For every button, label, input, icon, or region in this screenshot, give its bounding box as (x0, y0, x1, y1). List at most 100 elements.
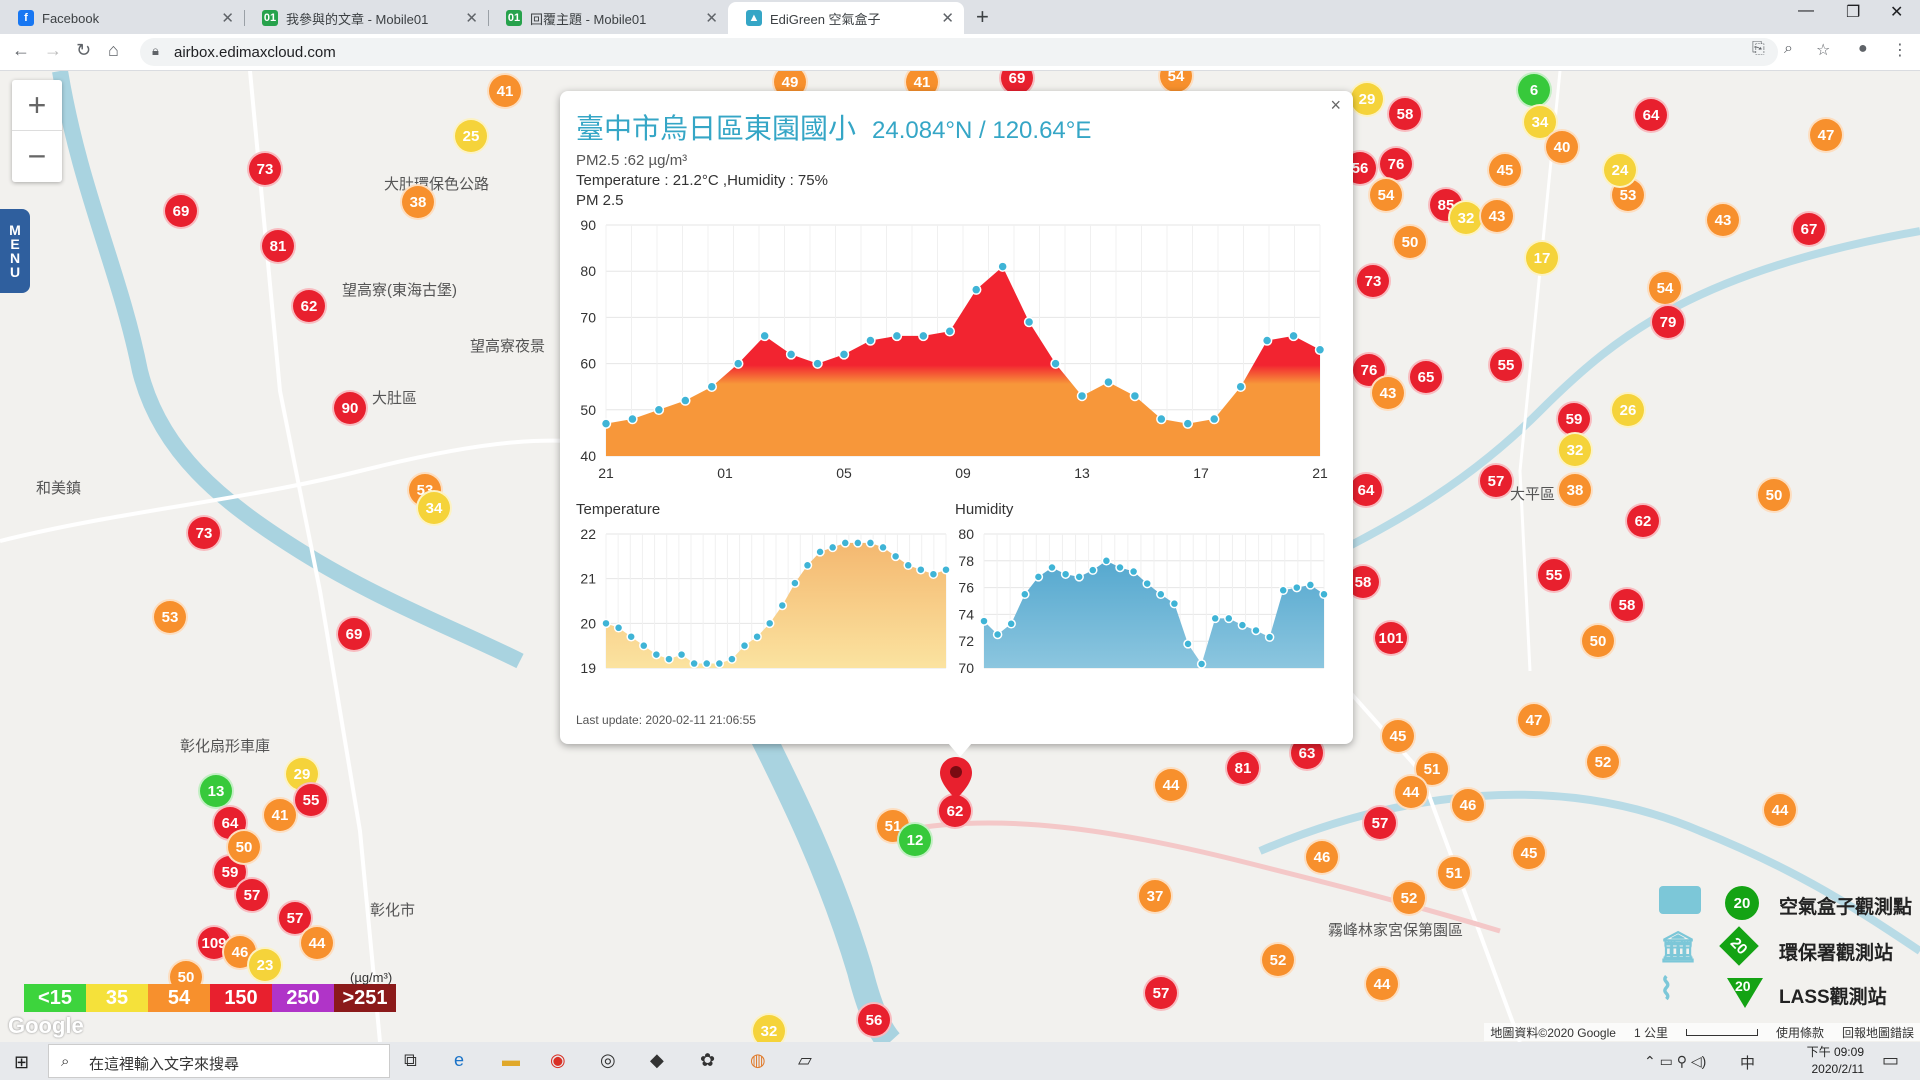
sensor-marker[interactable]: 73 (1355, 263, 1391, 299)
sensor-marker[interactable]: 58 (1609, 587, 1645, 623)
sensor-marker[interactable]: 62 (1625, 503, 1661, 539)
data-point[interactable] (1020, 589, 1030, 600)
tab-mobile01-reply[interactable]: 01 回覆主題 - Mobile01 ✕ (488, 2, 728, 34)
data-point[interactable] (1292, 582, 1302, 593)
data-point[interactable] (664, 654, 674, 664)
data-point[interactable] (812, 358, 823, 369)
sensor-marker[interactable]: 26 (1610, 392, 1646, 428)
sensor-marker[interactable]: 53 (152, 599, 188, 635)
data-point[interactable] (865, 335, 876, 346)
back-arrow-icon[interactable]: ← (12, 40, 30, 60)
terms-link[interactable]: 使用條款 (1775, 1025, 1824, 1040)
sensor-marker[interactable]: 50 (1580, 623, 1616, 659)
sensor-marker[interactable]: 50 (1392, 224, 1428, 260)
data-point[interactable] (1088, 565, 1098, 575)
sensor-marker[interactable]: 41 (487, 73, 523, 109)
data-point[interactable] (653, 404, 665, 416)
data-point[interactable] (1033, 572, 1044, 582)
sensor-marker[interactable]: 44 (1364, 966, 1400, 1002)
windows-start-icon[interactable]: ⊞ (14, 1052, 30, 1072)
sensor-marker[interactable]: 62 (291, 288, 327, 324)
taskbar-clock[interactable]: 下午 09:09 2020/2/11 (1807, 1044, 1864, 1078)
sensor-marker[interactable]: 62 (937, 793, 973, 829)
profile-icon[interactable]: ● (1858, 40, 1868, 57)
data-point[interactable] (1115, 562, 1125, 573)
ime-indicator[interactable]: 中 (1740, 1055, 1756, 1072)
window-close-button[interactable]: ✕ (1890, 4, 1904, 21)
data-point[interactable] (764, 618, 775, 629)
sensor-marker[interactable]: 17 (1524, 240, 1560, 276)
close-icon[interactable]: ✕ (705, 10, 718, 27)
data-point[interactable] (903, 560, 913, 571)
reload-icon[interactable]: ↻ (76, 40, 92, 60)
data-point[interactable] (714, 658, 725, 669)
restore-button[interactable]: ❐ (1846, 4, 1861, 21)
data-point[interactable] (838, 349, 850, 360)
minimize-button[interactable]: — (1798, 2, 1814, 19)
sensor-marker[interactable]: 55 (1536, 557, 1572, 593)
translate-icon[interactable]: ⎘ (1752, 40, 1765, 57)
notification-icon[interactable]: ▭ (1882, 1050, 1900, 1070)
sensor-marker[interactable]: 50 (1756, 477, 1792, 513)
sensor-marker[interactable]: 51 (1436, 855, 1472, 891)
sensor-marker[interactable]: 56 (856, 1002, 892, 1038)
data-point[interactable] (878, 542, 888, 553)
data-point[interactable] (1183, 639, 1193, 649)
data-point[interactable] (1314, 344, 1326, 355)
data-point[interactable] (1169, 598, 1180, 609)
sensor-marker[interactable]: 58 (1387, 96, 1423, 132)
edge-icon[interactable]: e (454, 1050, 465, 1070)
data-point[interactable] (627, 413, 638, 425)
sensor-marker[interactable]: 67 (1791, 211, 1827, 247)
data-point[interactable] (1060, 569, 1071, 579)
data-point[interactable] (1103, 376, 1114, 388)
data-point[interactable] (689, 658, 699, 669)
app-icon[interactable]: ◍ (750, 1050, 766, 1070)
data-point[interactable] (1319, 589, 1329, 600)
sensor-marker[interactable]: 43 (1370, 375, 1406, 411)
data-point[interactable] (1006, 619, 1016, 629)
data-point[interactable] (701, 658, 712, 669)
sensor-marker[interactable]: 54 (1647, 270, 1683, 306)
sensor-marker[interactable]: 24 (1602, 152, 1638, 188)
data-point[interactable] (601, 618, 611, 629)
data-point[interactable] (1251, 625, 1261, 636)
data-point[interactable] (777, 600, 788, 611)
sensor-marker[interactable]: 79 (1650, 304, 1686, 340)
data-point[interactable] (1101, 556, 1112, 566)
data-point[interactable] (1047, 562, 1057, 573)
data-point[interactable] (1235, 381, 1246, 392)
data-point[interactable] (815, 547, 825, 557)
chrome-icon[interactable]: ◉ (550, 1050, 566, 1070)
sensor-marker[interactable]: 81 (1225, 750, 1261, 786)
tab-mobile01-articles[interactable]: 01 我參與的文章 - Mobile01 ✕ (244, 2, 488, 34)
data-point[interactable] (890, 551, 901, 562)
sensor-marker[interactable]: 38 (1557, 472, 1593, 508)
tab-facebook[interactable]: f Facebook ✕ (0, 2, 244, 34)
taskbar-search[interactable]: ⌕ 在這裡輸入文字來搜尋 (48, 1044, 390, 1078)
data-point[interactable] (626, 631, 636, 642)
sensor-marker[interactable]: 55 (293, 782, 329, 818)
data-point[interactable] (1278, 585, 1288, 596)
data-point[interactable] (802, 560, 813, 571)
data-point[interactable] (1074, 572, 1084, 582)
data-point[interactable] (613, 623, 624, 633)
data-point[interactable] (928, 569, 939, 579)
data-point[interactable] (916, 564, 926, 575)
task-view-icon[interactable]: ⧉ (404, 1050, 417, 1070)
sensor-marker[interactable]: 50 (226, 829, 262, 865)
sensor-marker[interactable]: 52 (1260, 942, 1296, 978)
data-point[interactable] (1156, 413, 1167, 425)
sensor-marker[interactable]: 41 (262, 797, 298, 833)
address-bar[interactable]: 🔒︎ airbox.edimaxcloud.com (140, 38, 1778, 66)
close-icon[interactable]: ✕ (941, 10, 954, 27)
sensor-marker[interactable]: 59 (1556, 401, 1592, 437)
sensor-marker[interactable]: 47 (1516, 702, 1552, 738)
sensor-marker[interactable]: 44 (1153, 767, 1189, 803)
sensor-marker[interactable]: 44 (299, 925, 335, 961)
data-point[interactable] (676, 649, 687, 660)
tray-icons[interactable]: ⌃ ▭ ⚲ ◁) (1644, 1053, 1707, 1069)
sensor-marker[interactable]: 54 (1368, 177, 1404, 213)
data-point[interactable] (600, 418, 612, 429)
data-point[interactable] (1305, 580, 1316, 590)
